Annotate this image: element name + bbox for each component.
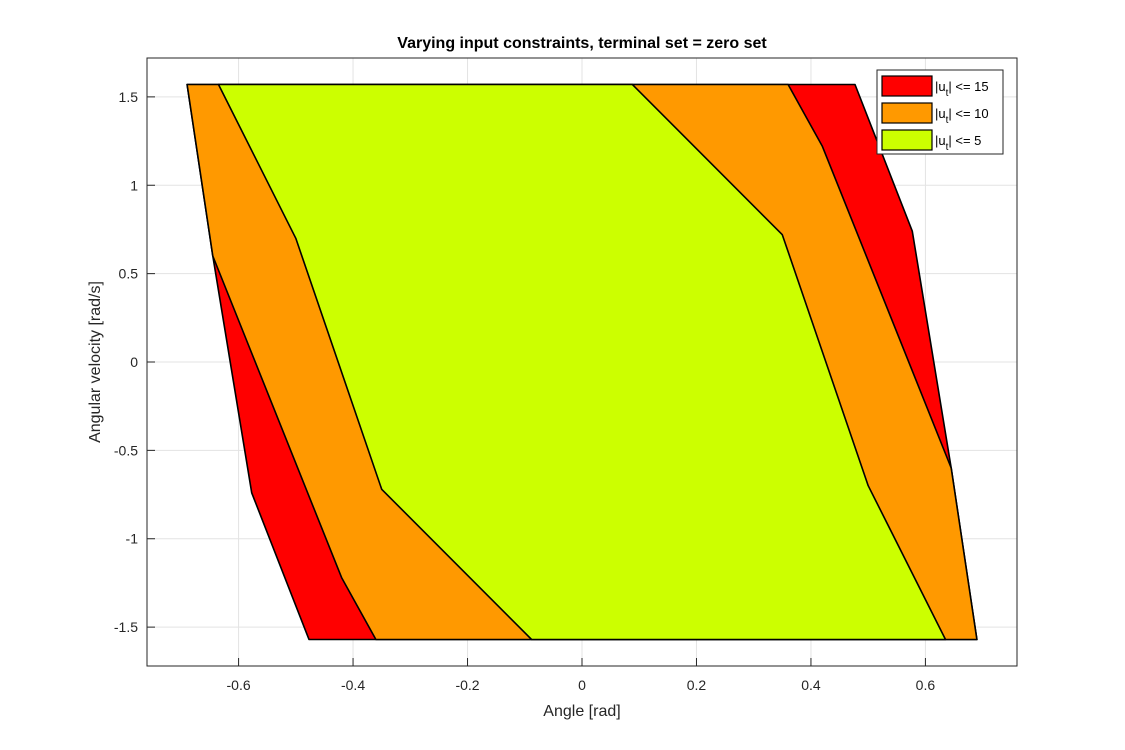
y-tick-label: 0 (130, 354, 138, 370)
y-axis: 1.5 1 0.5 0 -0.5 -1 -1.5 (114, 89, 155, 635)
region-3 (217, 83, 947, 641)
y-tick-label: -0.5 (114, 442, 138, 458)
legend-label: |ut| <= 15 (935, 79, 989, 99)
x-tick-label: 0 (578, 677, 586, 693)
y-axis-label: Angular velocity [rad/s] (87, 281, 104, 443)
y-tick-label: -1.5 (114, 619, 138, 635)
legend: |ut| <= 15 |ut| <= 10 |ut| <= 5 (876, 69, 1004, 155)
x-tick-label: 0.2 (687, 677, 707, 693)
y-tick-label: 0.5 (119, 266, 139, 282)
x-tick-label: -0.2 (455, 677, 479, 693)
legend-label: |ut| <= 10 (935, 106, 989, 126)
x-tick-label: -0.4 (341, 677, 365, 693)
x-axis: -0.6 -0.4 -0.2 0 0.2 0.4 0.6 (227, 658, 936, 693)
x-axis-label: Angle [rad] (543, 703, 620, 720)
x-tick-label: 0.4 (801, 677, 821, 693)
legend-label: |ut| <= 5 (935, 133, 981, 153)
legend-swatch (881, 102, 933, 124)
x-tick-label: 0.6 (916, 677, 936, 693)
y-tick-label: 1.5 (119, 89, 139, 105)
legend-swatch (881, 75, 933, 97)
regions (186, 83, 978, 641)
x-tick-label: -0.6 (227, 677, 251, 693)
chart-title: Varying input constraints, terminal set … (397, 35, 767, 52)
legend-swatch (881, 129, 933, 151)
y-tick-label: 1 (130, 177, 138, 193)
y-tick-label: -1 (126, 531, 139, 547)
